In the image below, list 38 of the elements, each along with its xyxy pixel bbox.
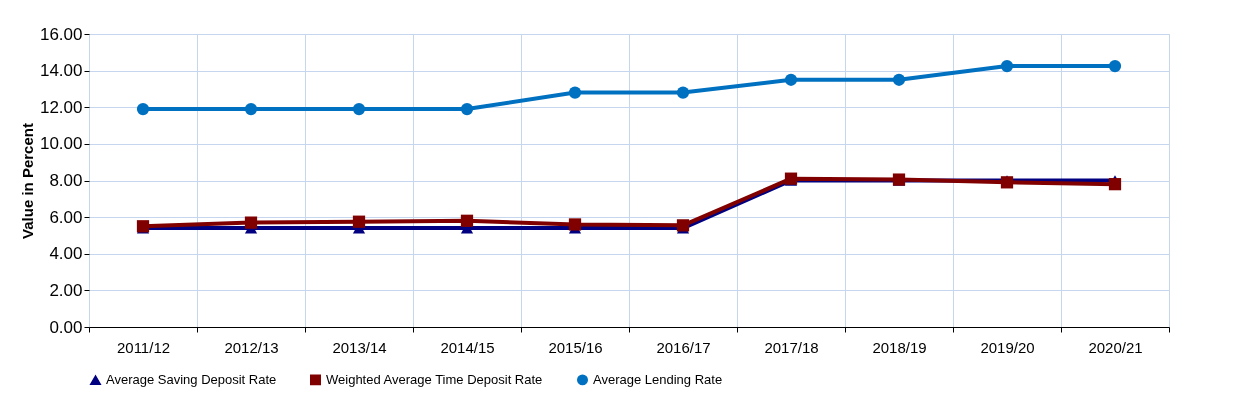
y-tick-label: 10.00 bbox=[39, 134, 83, 154]
point bbox=[568, 86, 582, 99]
point bbox=[352, 102, 366, 116]
y-tick-label: 4.00 bbox=[49, 244, 83, 264]
y-tick-label: 8.00 bbox=[49, 171, 83, 190]
point bbox=[244, 102, 258, 116]
point bbox=[568, 218, 582, 231]
x-tick-label: 2014/15 bbox=[440, 338, 495, 356]
y-tick-label: 16.00 bbox=[39, 24, 83, 44]
legend-label: Average Saving Deposit Rate bbox=[106, 372, 277, 388]
x-tick-label: 2011/12 bbox=[116, 338, 171, 356]
x-tick-label: 2018/19 bbox=[872, 338, 927, 356]
y-axis-title: Value in Percent bbox=[18, 123, 36, 239]
legend-label: Weighted Average Time Deposit Rate bbox=[326, 371, 543, 387]
y-tick-label: 12.00 bbox=[39, 97, 83, 117]
point bbox=[1000, 59, 1014, 73]
x-tick-label: 2016/17 bbox=[656, 338, 711, 356]
point bbox=[892, 73, 906, 86]
x-tick-label: 2017/18 bbox=[764, 338, 819, 356]
y-tick-label: 6.00 bbox=[49, 207, 83, 227]
x-tick-label: 2020/21 bbox=[1088, 338, 1143, 356]
x-tick-label: 2013/14 bbox=[332, 338, 387, 356]
legend-label: Average Lending Rate bbox=[593, 371, 723, 387]
point bbox=[244, 216, 258, 229]
point bbox=[460, 214, 474, 227]
y-tick-label: 0.00 bbox=[49, 317, 83, 337]
point bbox=[136, 102, 150, 116]
y-tick-label: 14.00 bbox=[39, 61, 83, 81]
point bbox=[352, 215, 366, 228]
point bbox=[1108, 59, 1122, 73]
point bbox=[1108, 178, 1122, 191]
x-tick-label: 2012/13 bbox=[224, 338, 279, 356]
y-tick-label: 2.00 bbox=[49, 280, 83, 300]
point bbox=[784, 73, 798, 86]
x-tick-label: 2019/20 bbox=[980, 338, 1035, 356]
x-tick-label: 2015/16 bbox=[548, 338, 603, 356]
point bbox=[676, 86, 690, 99]
point bbox=[460, 102, 474, 116]
